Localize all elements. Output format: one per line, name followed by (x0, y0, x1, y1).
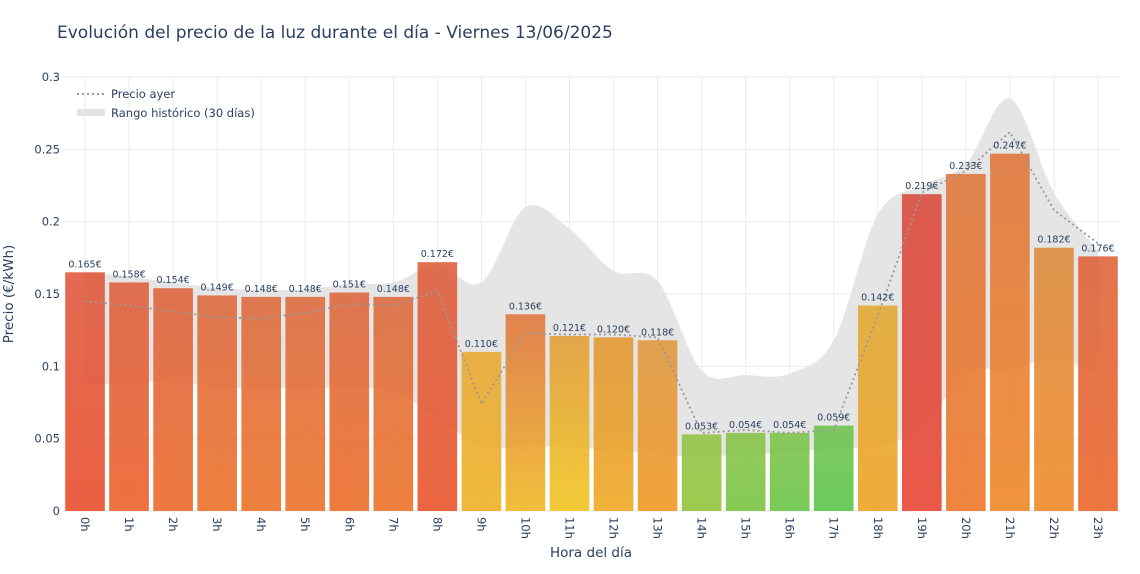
bar-19h (901, 194, 942, 511)
bar-value-label-20h: 0.233€ (949, 161, 982, 172)
bar-23h (1078, 256, 1118, 511)
bar-9h (461, 351, 502, 511)
bar-6h (329, 292, 370, 511)
bars (65, 153, 1118, 511)
x-tick-label-12h: 12h (607, 517, 621, 539)
bar-10h (505, 314, 546, 511)
x-tick-label-17h: 17h (827, 517, 841, 539)
x-tick-label-1h: 1h (122, 517, 136, 532)
bar-3h (197, 295, 237, 511)
bar-value-label-21h: 0.247€ (993, 141, 1026, 152)
bar-value-label-3h: 0.149€ (201, 282, 234, 293)
bar-value-label-7h: 0.148€ (377, 284, 410, 295)
bar-1h (109, 282, 149, 511)
bar-value-label-5h: 0.148€ (289, 284, 322, 295)
legend-band-icon (77, 109, 105, 116)
bar-14h (681, 434, 722, 511)
y-axis-title: Precio (€/kWh) (1, 245, 17, 344)
legend-label-yesterday: Precio ayer (111, 87, 175, 101)
bar-16h (769, 432, 810, 511)
bar-5h (285, 296, 326, 511)
x-axis-ticks: 0h 1h 2h 3h 4h 5h 6h 7h 8h 9h 10h 11h 12h 13h 14h 15h 16… (78, 517, 1105, 539)
x-tick-label-8h: 8h (430, 517, 444, 532)
x-axis-title: Hora del día (550, 545, 632, 561)
x-tick-label-21h: 21h (1003, 517, 1017, 539)
x-tick-label-16h: 16h (783, 517, 797, 539)
bar-21h (990, 153, 1030, 511)
bar-value-label-23h: 0.176€ (1081, 243, 1114, 254)
bar-value-label-10h: 0.136€ (509, 301, 542, 312)
x-tick-label-10h: 10h (518, 517, 532, 539)
bar-value-label-9h: 0.110€ (465, 339, 498, 350)
bar-15h (725, 432, 766, 511)
bar-value-label-4h: 0.148€ (245, 284, 278, 295)
legend: Precio ayer Rango histórico (30 días) (77, 87, 255, 120)
y-axis-ticks: 0 0.05 0.1 0.15 0.2 0.25 0.3 (34, 70, 60, 518)
bar-value-label-15h: 0.054€ (729, 420, 762, 431)
legend-label-range: Rango histórico (30 días) (111, 106, 255, 120)
bar-7h (373, 296, 414, 511)
x-tick-label-6h: 6h (342, 517, 356, 532)
bar-labels: 0.165€ 0.158€ 0.154€ 0.149€ 0.148€ 0.148€ 0.15… (68, 141, 1114, 433)
x-tick-label-19h: 19h (915, 517, 929, 539)
bar-value-label-22h: 0.182€ (1037, 235, 1070, 246)
y-tick-label-6: 0.3 (42, 70, 60, 84)
bar-22h (1034, 247, 1074, 511)
bar-4h (241, 296, 282, 511)
bar-value-label-1h: 0.158€ (112, 269, 145, 280)
chart-title: Evolución del precio de la luz durante e… (57, 23, 613, 43)
x-tick-label-22h: 22h (1047, 517, 1061, 539)
bar-2h (153, 288, 193, 511)
y-tick-label-2: 0.1 (42, 359, 60, 373)
x-tick-label-0h: 0h (78, 517, 92, 532)
bar-value-label-18h: 0.142€ (861, 293, 894, 304)
x-tick-label-5h: 5h (298, 517, 312, 532)
bar-17h (813, 425, 854, 511)
bar-12h (593, 337, 634, 511)
bar-value-label-11h: 0.121€ (553, 323, 586, 334)
x-tick-label-11h: 11h (562, 517, 576, 539)
bar-value-label-6h: 0.151€ (333, 280, 366, 291)
x-tick-label-3h: 3h (210, 517, 224, 532)
y-tick-label-0: 0 (53, 504, 60, 518)
bar-value-label-14h: 0.053€ (685, 421, 718, 432)
bar-value-label-8h: 0.172€ (421, 249, 454, 260)
bar-11h (549, 335, 590, 511)
bar-value-label-17h: 0.059€ (817, 413, 850, 424)
x-tick-label-4h: 4h (254, 517, 268, 532)
x-tick-label-18h: 18h (871, 517, 885, 539)
bar-20h (946, 173, 986, 511)
y-tick-label-3: 0.15 (34, 287, 60, 301)
bar-value-label-0h: 0.165€ (68, 259, 101, 270)
bar-18h (857, 305, 898, 511)
y-tick-label-1: 0.05 (34, 432, 60, 446)
bar-13h (637, 340, 678, 511)
x-tick-label-7h: 7h (386, 517, 400, 532)
bar-value-label-19h: 0.219€ (905, 181, 938, 192)
x-tick-label-2h: 2h (166, 517, 180, 532)
bar-value-label-2h: 0.154€ (156, 275, 189, 286)
x-tick-label-13h: 13h (651, 517, 665, 539)
x-tick-label-14h: 14h (695, 517, 709, 539)
bar-8h (417, 262, 458, 511)
bar-value-label-12h: 0.120€ (597, 324, 630, 335)
bar-value-label-13h: 0.118€ (641, 327, 674, 338)
x-tick-label-23h: 23h (1091, 517, 1105, 539)
bar-value-label-16h: 0.054€ (773, 420, 806, 431)
y-tick-label-5: 0.25 (34, 142, 60, 156)
x-tick-label-9h: 9h (474, 517, 488, 532)
y-tick-label-4: 0.2 (42, 215, 60, 229)
x-tick-label-20h: 20h (959, 517, 973, 539)
bar-0h (65, 272, 105, 511)
x-tick-label-15h: 15h (739, 517, 753, 539)
